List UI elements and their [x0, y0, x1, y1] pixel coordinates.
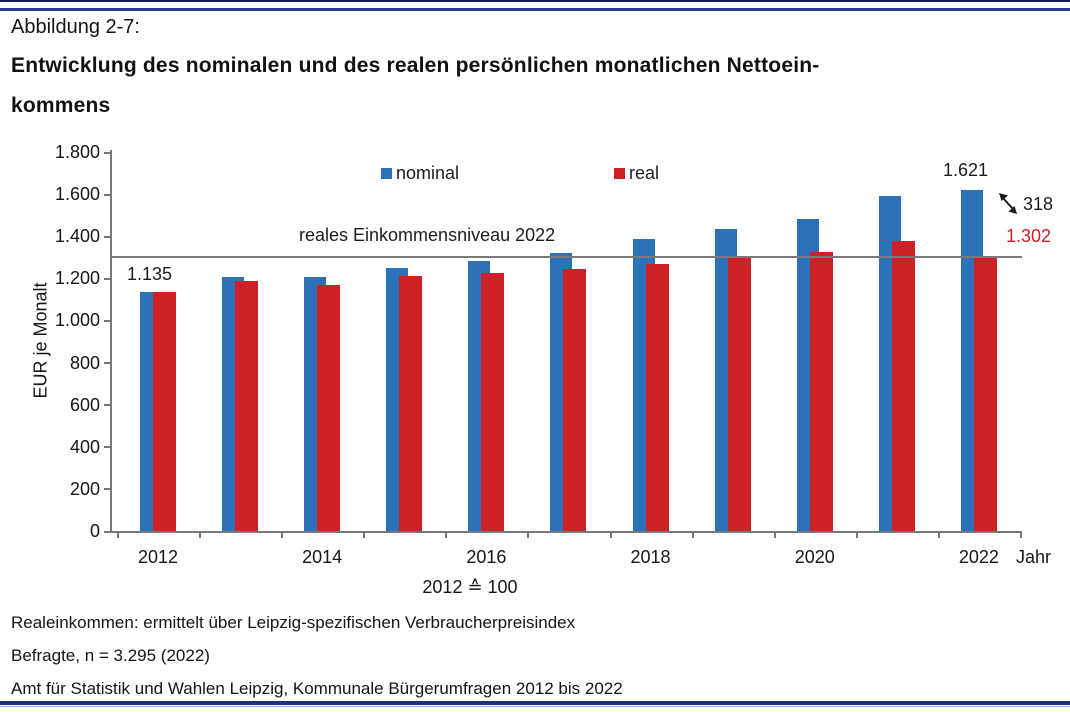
- x-tick: [199, 531, 202, 538]
- legend-swatch-nominal: [381, 168, 392, 179]
- bar-real-2014: [317, 285, 341, 531]
- footnote-respondents: Befragte, n = 3.295 (2022): [11, 646, 210, 665]
- footnote-real-income: Realeinkommen: ermittelt über Leipzig-sp…: [11, 613, 576, 632]
- bar-real-2018: [645, 264, 669, 531]
- legend-item-real: real: [614, 163, 659, 184]
- figure-title-line1: Entwicklung des nominalen und des realen…: [11, 54, 820, 77]
- reference-line: [112, 255, 1022, 258]
- bar-real-2019: [727, 258, 751, 531]
- y-tick: [104, 235, 111, 238]
- bottom-border-blue: [0, 701, 1070, 705]
- y-tick-label: 1.200: [54, 268, 100, 289]
- x-tick: [609, 531, 612, 538]
- y-tick: [104, 277, 111, 280]
- x-tick: [281, 531, 284, 538]
- annotation-difference: 318: [1023, 194, 1054, 214]
- y-tick: [104, 446, 111, 449]
- figure-caption: Abbildung 2-7:: [11, 16, 140, 38]
- legend-item-nominal: nominal: [381, 163, 459, 184]
- y-tick-label: 400: [69, 436, 100, 457]
- y-tick: [104, 404, 111, 407]
- x-tick-label: 2018: [630, 547, 671, 567]
- y-tick: [104, 319, 111, 322]
- x-tick-label: 2012: [137, 547, 179, 567]
- bar-real-2015: [399, 276, 423, 531]
- x-tick: [1019, 531, 1022, 538]
- bar-real-2021: [891, 241, 915, 531]
- legend-label-nominal: nominal: [396, 163, 460, 183]
- bar-real-2013: [235, 281, 259, 531]
- x-tick: [117, 531, 119, 538]
- y-tick-label: 0: [89, 521, 100, 541]
- reference-line-label: reales Einkommensniveau 2022: [299, 225, 556, 245]
- legend-swatch-real: [614, 168, 625, 179]
- figure-title-line2: kommens: [11, 94, 111, 117]
- top-border-blue: [0, 8, 1070, 11]
- y-tick: [104, 488, 111, 491]
- bottom-border-light: [0, 706, 1070, 707]
- y-tick-label: 1.600: [54, 184, 100, 205]
- x-tick-label: 2022: [958, 547, 999, 567]
- x-tick-label: 2020: [794, 547, 835, 567]
- x-tick: [691, 531, 694, 538]
- y-tick: [104, 193, 111, 196]
- y-tick-label: 1.800: [54, 142, 100, 162]
- x-tick: [363, 531, 366, 538]
- bar-real-2022: [973, 257, 997, 531]
- y-axis-line: [110, 150, 112, 532]
- top-border-thin: [0, 0, 1070, 2]
- x-tick: [937, 531, 940, 538]
- x-axis-note: 2012 ≙ 100: [422, 577, 518, 597]
- legend-label-real: real: [629, 163, 660, 183]
- y-tick-label: 1.400: [54, 226, 100, 247]
- x-tick-label: 2016: [466, 547, 507, 567]
- y-tick-label: 800: [69, 352, 100, 373]
- y-tick-label: 200: [69, 478, 100, 499]
- x-tick-label: 2014: [302, 547, 343, 567]
- x-tick: [445, 531, 448, 538]
- bar-real-2017: [563, 269, 587, 531]
- y-tick: [104, 362, 111, 365]
- bar-real-2016: [481, 273, 505, 531]
- x-axis-unit-label: Jahr: [1016, 547, 1052, 567]
- bar-real-2012: [153, 292, 176, 531]
- footnote-source: Amt für Statistik und Wahlen Leipzig, Ko…: [11, 679, 623, 698]
- annotation-last-real: 1.302: [1006, 226, 1052, 246]
- y-tick-label: 1.000: [54, 310, 100, 331]
- y-tick: [104, 530, 111, 533]
- x-tick: [773, 531, 776, 538]
- y-axis-title: EUR je Monalt: [30, 282, 51, 399]
- x-tick: [855, 531, 858, 538]
- annotation-first-nominal: 1.135: [127, 264, 173, 284]
- difference-arrow-icon: [999, 193, 1017, 214]
- bar-real-2020: [809, 252, 833, 531]
- annotation-last-nominal: 1.621: [943, 160, 989, 180]
- x-axis-line: [106, 531, 1022, 533]
- y-tick: [104, 151, 111, 154]
- y-tick-label: 600: [69, 394, 100, 415]
- x-tick: [527, 531, 530, 538]
